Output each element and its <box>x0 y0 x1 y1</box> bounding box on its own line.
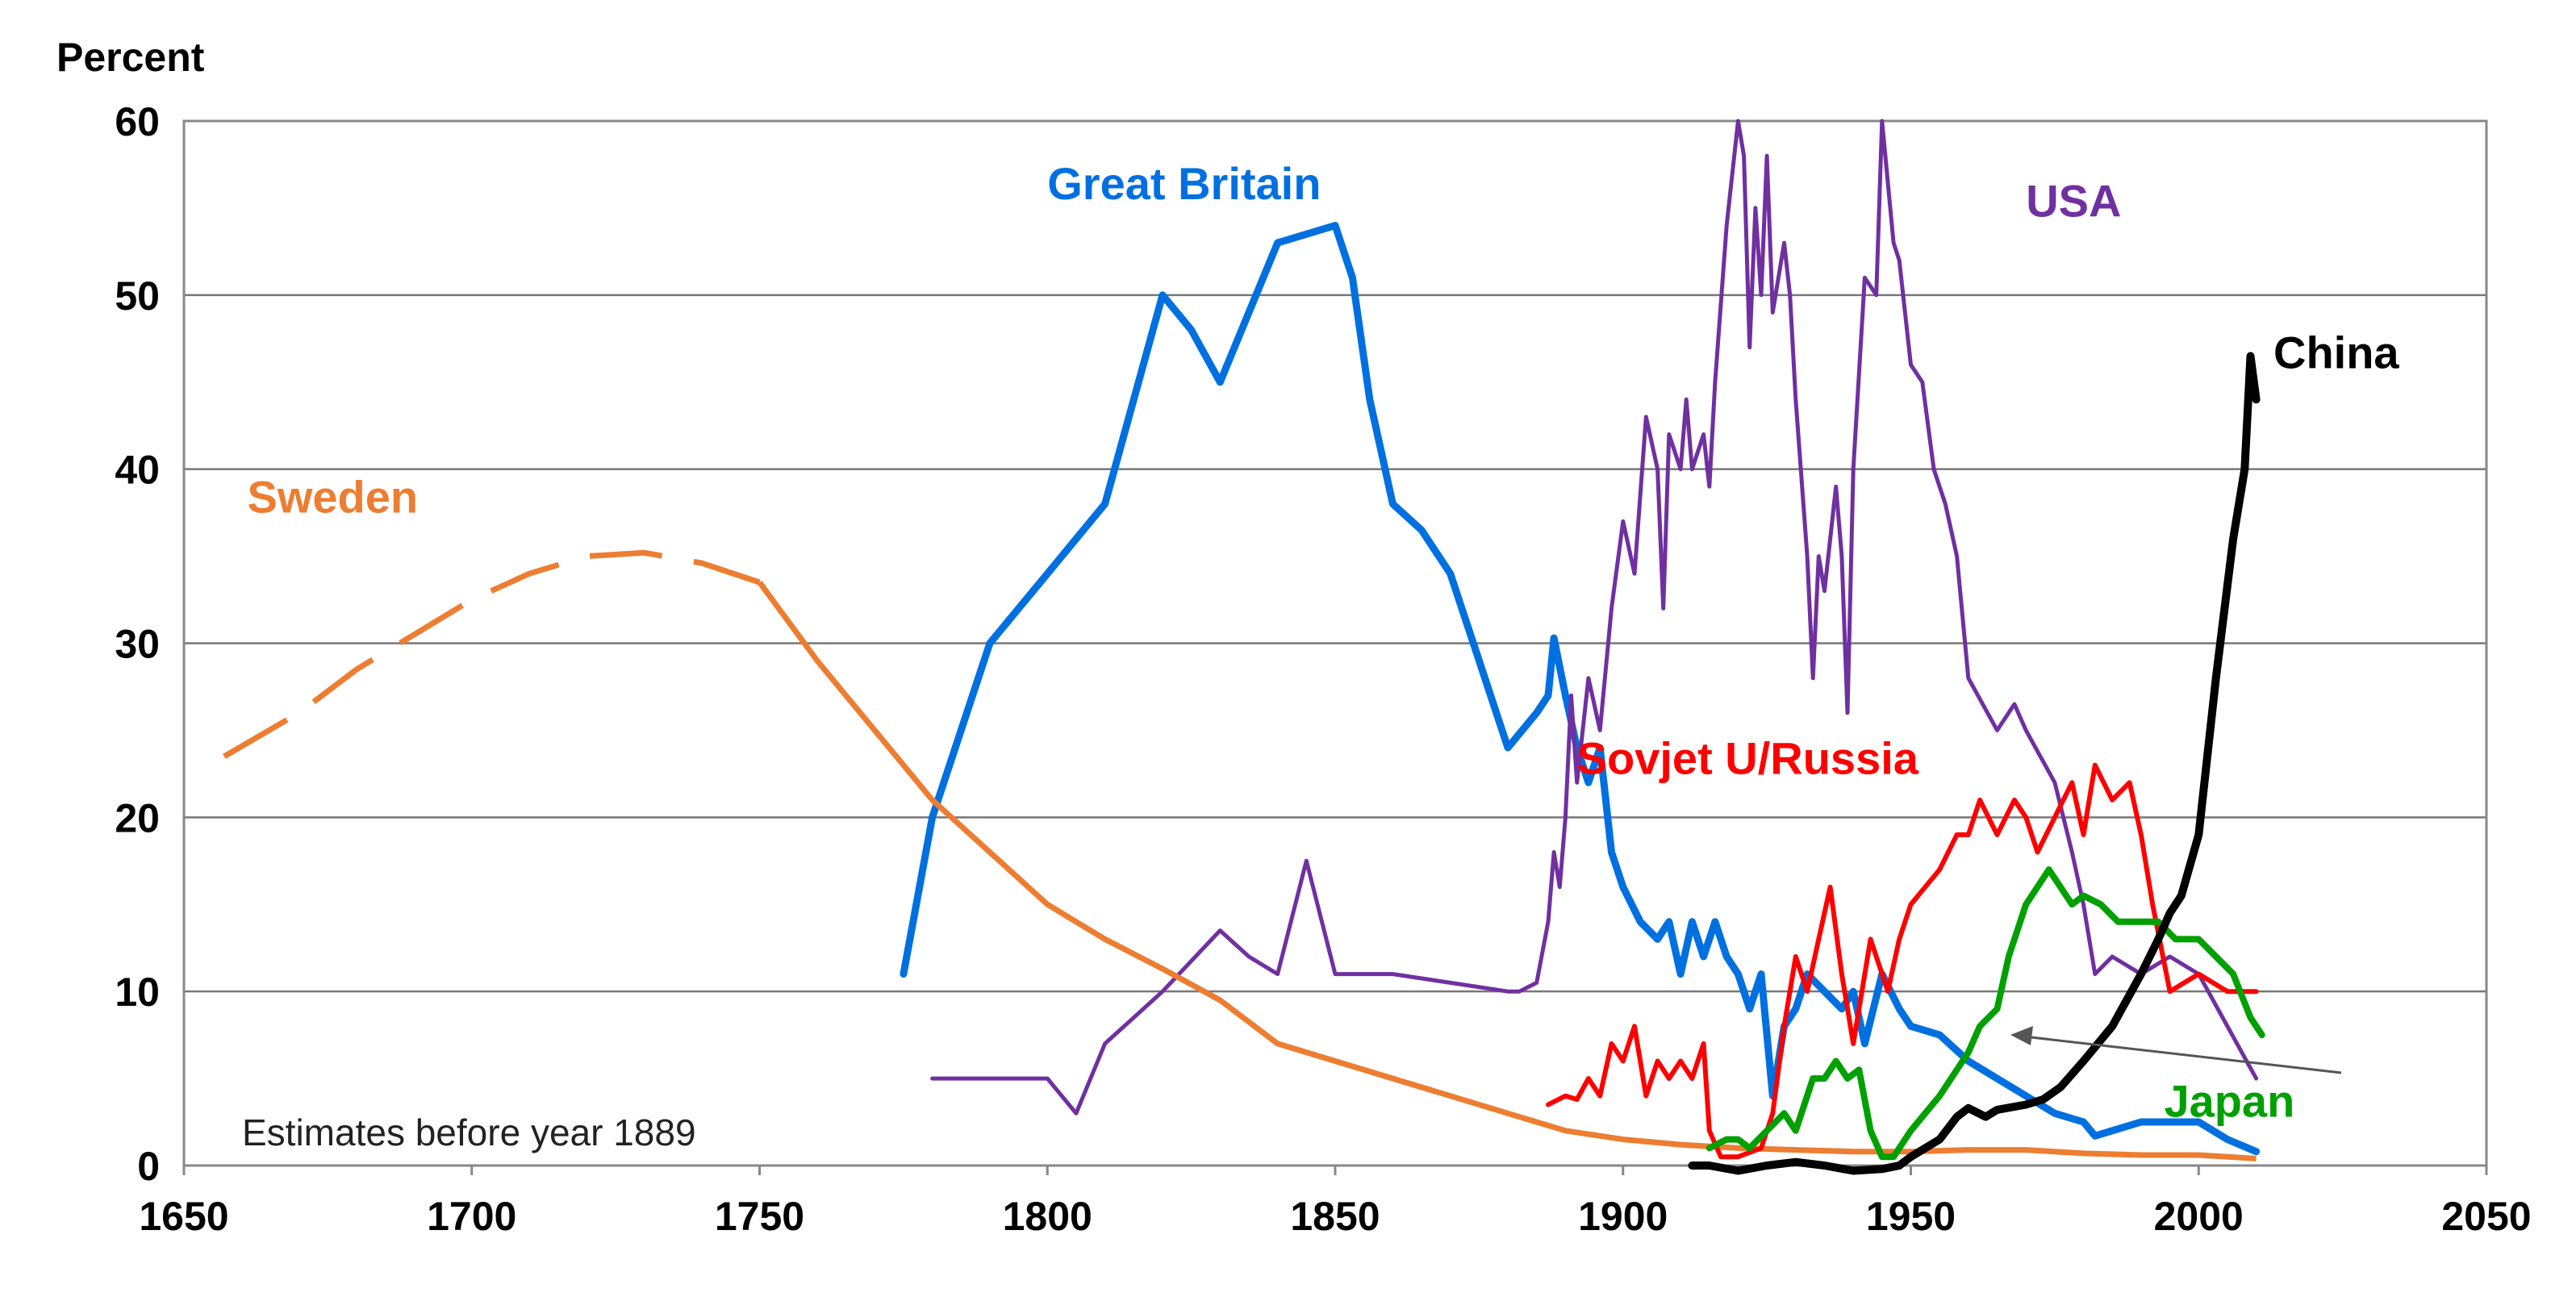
japan-arrowhead <box>2010 1026 2033 1045</box>
y-tick-label: 40 <box>115 448 160 493</box>
sweden-estimate-line <box>223 549 761 759</box>
y-tick-label: 60 <box>115 99 160 144</box>
series-lines <box>223 119 2265 1175</box>
x-tick-label: 1900 <box>1578 1194 1668 1239</box>
y-tick-label: 50 <box>115 273 160 319</box>
gridlines <box>184 119 2486 993</box>
x-tick-label: 1750 <box>715 1194 804 1239</box>
x-tick-label: 1700 <box>427 1194 516 1239</box>
japan-line <box>1706 866 2265 1161</box>
x-tick-label: 1850 <box>1290 1194 1380 1239</box>
x-tick-label: 2000 <box>2154 1194 2244 1239</box>
japan-arrow <box>2016 1034 2342 1074</box>
usa-line <box>930 119 2259 1116</box>
y-axis-label: Percent <box>56 35 205 80</box>
x-tick-label: 1650 <box>139 1194 228 1239</box>
sovjet-u-russia-label: Sovjet U/Russia <box>1577 732 1919 783</box>
great-britain-line <box>900 222 2261 1156</box>
great-britain-label: Great Britain <box>1047 158 1321 209</box>
sweden-label: Sweden <box>247 472 418 523</box>
y-tick-label: 0 <box>137 1144 160 1189</box>
x-tick-label: 1800 <box>1003 1194 1092 1239</box>
sweden-line <box>757 580 2257 1161</box>
china-label: China <box>2273 327 2399 377</box>
sovjet-u-russia-line <box>1546 762 2259 1160</box>
y-tick-label: 10 <box>115 970 160 1015</box>
y-tick-label: 20 <box>115 795 160 840</box>
usa-label: USA <box>2026 176 2121 227</box>
series-labels: Great Britain USA Sweden Sovjet U/Russia Jap… <box>247 158 2399 1126</box>
x-axis: 1650 1700 1750 1800 1850 1900 1950 2000 2050 <box>139 1166 2532 1239</box>
annotation-note: Estimates before year 1889 <box>242 1111 696 1153</box>
y-tick-label: 30 <box>115 622 160 667</box>
china-line <box>1688 352 2261 1175</box>
japan-label: Japan <box>2164 1076 2294 1127</box>
x-tick-label: 1950 <box>1866 1194 1956 1239</box>
x-tick-label: 2050 <box>2441 1194 2531 1239</box>
y-axis: 0 10 20 30 40 50 60 <box>115 99 160 1189</box>
